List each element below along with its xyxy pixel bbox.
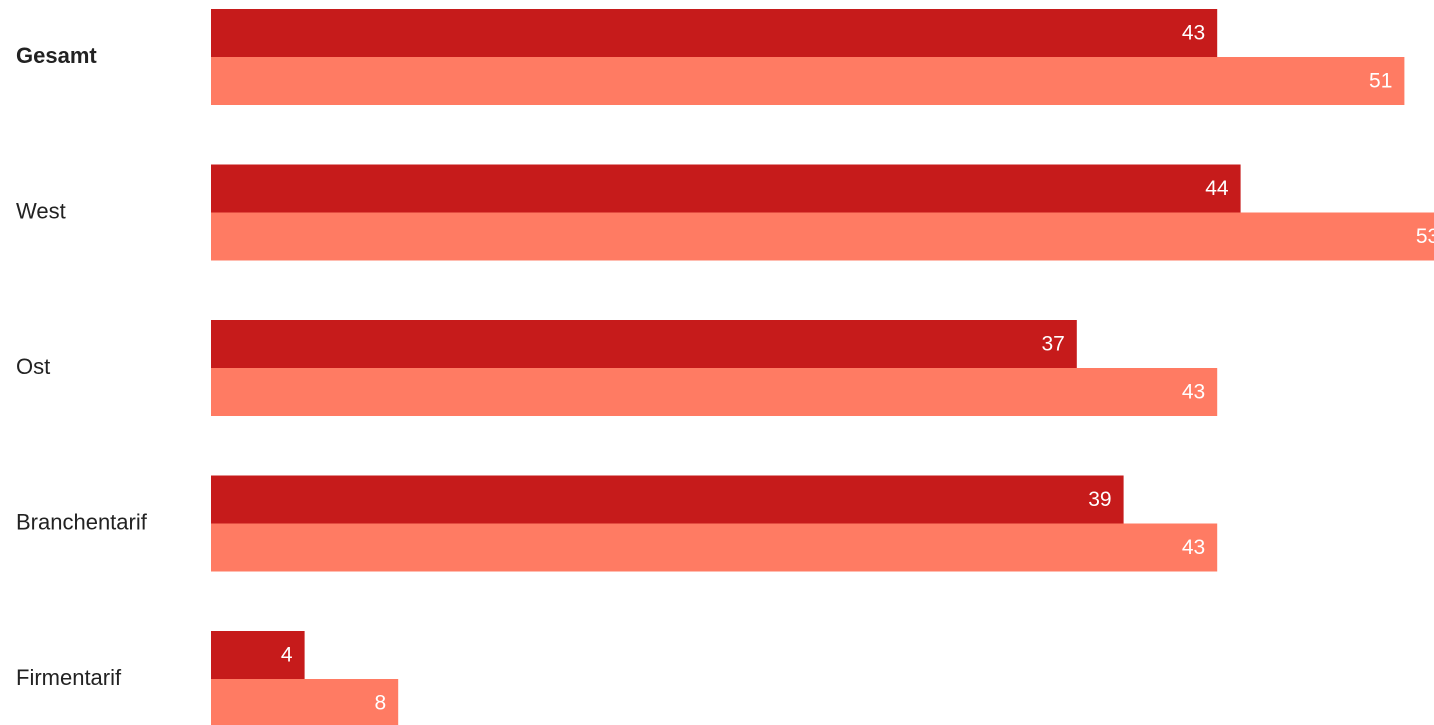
value-label: 4 [281, 644, 293, 667]
value-label: 51 [1369, 70, 1392, 93]
bar [211, 212, 1434, 261]
value-label: 39 [1088, 488, 1111, 511]
bar [211, 57, 1405, 105]
category-label: Ost [16, 354, 50, 379]
value-label: 53 [1416, 225, 1434, 248]
value-label: 43 [1182, 381, 1205, 404]
bar [211, 631, 305, 679]
bar [211, 679, 399, 725]
category-label: West [16, 198, 66, 223]
value-label: 44 [1205, 177, 1229, 200]
category-label: Firmentarif [16, 665, 122, 690]
value-label: 43 [1182, 22, 1205, 45]
bar [211, 320, 1077, 368]
bar [211, 475, 1124, 524]
bar [211, 523, 1218, 572]
value-label: 8 [375, 692, 387, 715]
category-label: Gesamt [16, 43, 97, 68]
bar [211, 368, 1218, 416]
value-label: 43 [1182, 536, 1205, 559]
category-label: Branchentarif [16, 509, 148, 534]
value-label: 37 [1041, 333, 1064, 356]
bar [211, 9, 1218, 57]
bar [211, 164, 1241, 213]
